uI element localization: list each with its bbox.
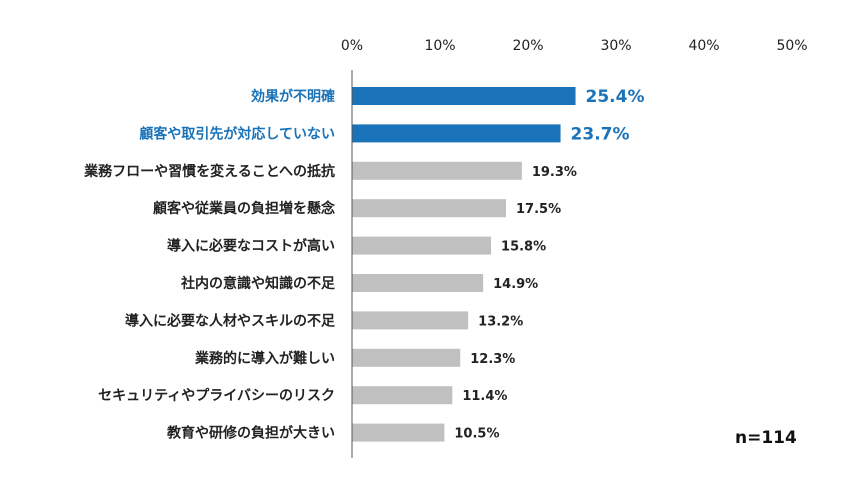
bar xyxy=(352,87,576,105)
x-tick-label: 10% xyxy=(424,38,455,54)
x-tick-label: 30% xyxy=(600,38,631,54)
bar xyxy=(352,311,469,330)
category-label: 社内の意識や知識の不足 xyxy=(180,275,336,292)
bar xyxy=(352,124,561,143)
bar xyxy=(352,199,506,218)
value-label: 10.5% xyxy=(454,427,499,442)
x-tick-label: 40% xyxy=(688,38,719,54)
bar xyxy=(352,274,484,292)
category-label: 業務フローや習慣を変えることへの抵抗 xyxy=(83,163,335,180)
sample-size-label: n=114 xyxy=(735,428,797,448)
value-label: 13.2% xyxy=(478,314,523,329)
bar xyxy=(352,348,461,367)
value-label: 17.5% xyxy=(516,202,561,217)
x-tick-label: 20% xyxy=(512,38,543,54)
category-label: 導入に必要な人材やスキルの不足 xyxy=(125,312,336,329)
category-label: セキュリティやプライバシーのリスク xyxy=(98,388,335,404)
bar xyxy=(352,423,445,442)
category-label: 導入に必要なコストが高い xyxy=(167,238,335,255)
value-label: 12.3% xyxy=(470,352,515,367)
value-label: 15.8% xyxy=(501,240,546,255)
bar xyxy=(352,386,453,405)
value-label: 19.3% xyxy=(532,165,577,180)
value-label: 23.7% xyxy=(571,124,630,144)
value-label: 11.4% xyxy=(462,389,507,404)
category-label: 顧客や従業員の負担増を懸念 xyxy=(153,200,336,217)
bar xyxy=(352,236,492,255)
bar xyxy=(352,161,522,180)
category-label: 顧客や取引先が対応していない xyxy=(139,125,335,142)
category-label: 効果が不明確 xyxy=(251,88,335,105)
category-label: 教育や研修の負担が大きい xyxy=(167,425,335,442)
value-label: 25.4% xyxy=(586,87,645,107)
x-tick-label: 0% xyxy=(341,38,363,54)
x-tick-label: 50% xyxy=(776,38,807,54)
value-label: 14.9% xyxy=(493,277,538,292)
category-label: 業務的に導入が難しい xyxy=(194,350,335,367)
